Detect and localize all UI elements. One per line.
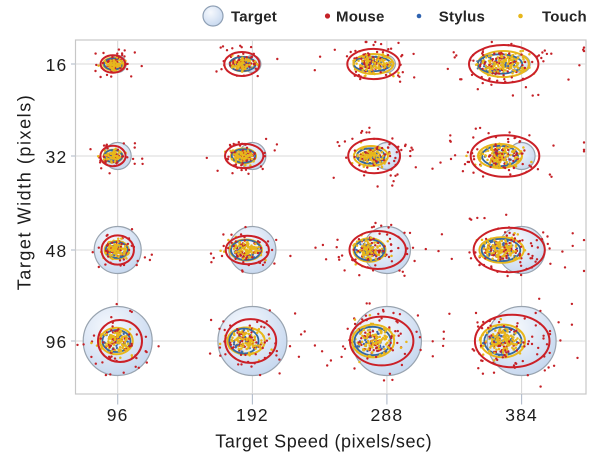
svg-text:96: 96 bbox=[107, 405, 129, 425]
svg-text:Target Width (pixels): Target Width (pixels) bbox=[15, 94, 35, 291]
svg-text:288: 288 bbox=[370, 405, 403, 425]
svg-text:Target: Target bbox=[231, 9, 277, 26]
svg-text:Target Speed (pixels/sec): Target Speed (pixels/sec) bbox=[215, 432, 432, 452]
svg-text:32: 32 bbox=[46, 147, 68, 167]
svg-text:384: 384 bbox=[505, 405, 538, 425]
svg-text:Mouse: Mouse bbox=[336, 9, 385, 26]
svg-text:Touch: Touch bbox=[542, 9, 587, 26]
svg-text:192: 192 bbox=[236, 405, 269, 425]
svg-text:48: 48 bbox=[46, 241, 68, 261]
svg-text:Stylus: Stylus bbox=[439, 9, 485, 26]
svg-text:96: 96 bbox=[46, 332, 68, 352]
svg-text:16: 16 bbox=[46, 55, 68, 75]
